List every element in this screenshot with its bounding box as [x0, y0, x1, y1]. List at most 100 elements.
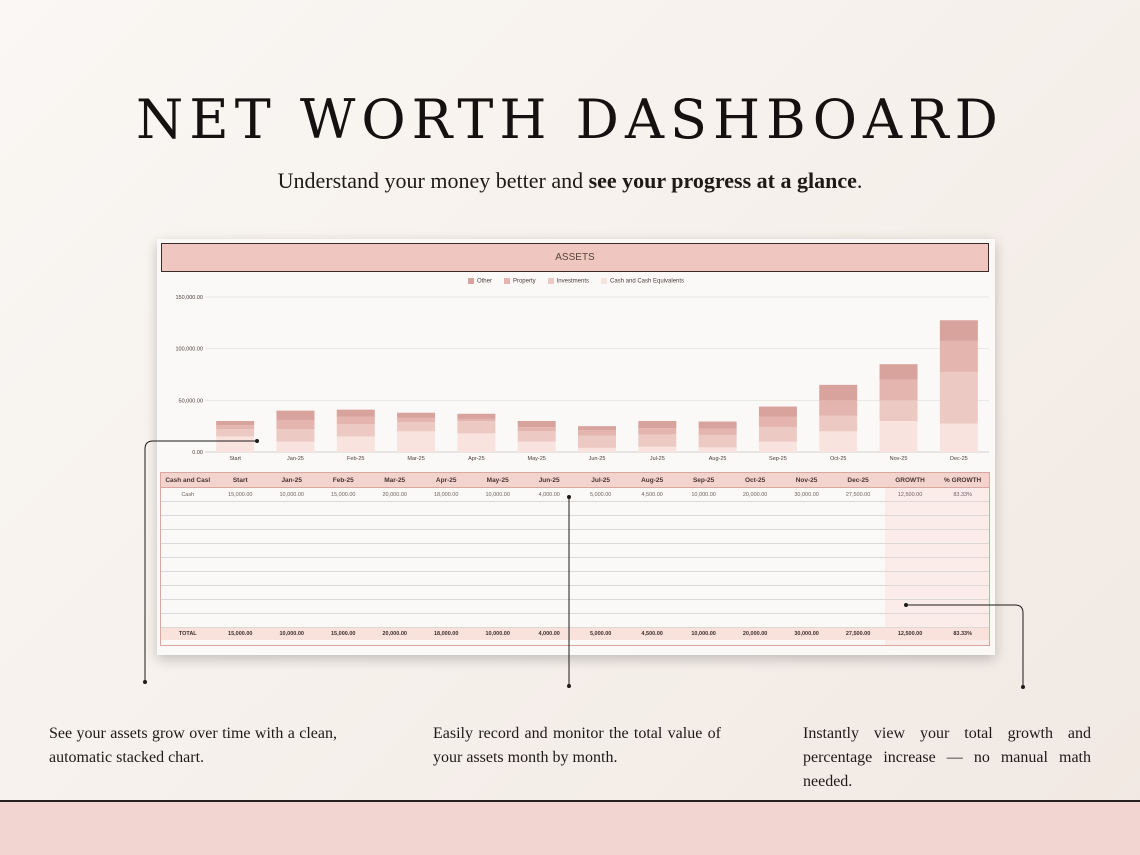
table-cell[interactable] — [420, 529, 472, 544]
table-cell[interactable] — [523, 613, 575, 628]
table-cell[interactable]: 15,000.00 — [214, 627, 266, 640]
table-cell[interactable] — [420, 515, 472, 530]
table-cell[interactable]: 20,000.00 — [729, 627, 781, 640]
table-cell[interactable]: 18,000.00 — [420, 627, 472, 640]
table-cell[interactable] — [729, 529, 781, 544]
table-cell[interactable] — [471, 585, 524, 600]
table-cell[interactable] — [729, 585, 781, 600]
table-cell[interactable] — [368, 543, 421, 558]
table-cell[interactable]: 18,000.00 — [420, 487, 472, 502]
table-cell[interactable] — [523, 557, 575, 572]
table-cell[interactable] — [780, 557, 833, 572]
table-cell[interactable] — [626, 557, 678, 572]
table-cell[interactable] — [677, 599, 730, 614]
table-cell[interactable] — [626, 613, 678, 628]
table-cell[interactable] — [729, 613, 781, 628]
table-cell[interactable] — [420, 585, 472, 600]
table-cell[interactable] — [936, 571, 989, 586]
table-cell[interactable] — [729, 599, 781, 614]
table-cell[interactable] — [677, 557, 730, 572]
table-cell[interactable] — [626, 585, 678, 600]
table-cell[interactable] — [317, 529, 369, 544]
table-cell[interactable] — [214, 585, 266, 600]
table-cell[interactable] — [368, 571, 421, 586]
table-cell[interactable] — [729, 557, 781, 572]
table-cell[interactable] — [214, 515, 266, 530]
table-cell[interactable] — [523, 599, 575, 614]
table-cell[interactable] — [161, 515, 215, 530]
table-cell[interactable] — [832, 557, 884, 572]
table-cell[interactable]: 5,000.00 — [574, 627, 627, 640]
table-cell[interactable] — [626, 599, 678, 614]
table-cell[interactable] — [368, 585, 421, 600]
table-cell[interactable]: 20,000.00 — [729, 487, 781, 502]
table-cell[interactable] — [626, 501, 678, 516]
table-cell[interactable] — [471, 613, 524, 628]
table-cell[interactable] — [420, 543, 472, 558]
table-cell[interactable] — [161, 501, 215, 516]
table-cell[interactable]: 20,000.00 — [368, 487, 421, 502]
table-cell[interactable] — [317, 613, 369, 628]
table-cell[interactable]: 20,000.00 — [368, 627, 421, 640]
table-cell[interactable] — [729, 543, 781, 558]
table-cell[interactable] — [420, 613, 472, 628]
table-cell[interactable] — [626, 543, 678, 558]
table-cell[interactable] — [574, 515, 627, 530]
table-cell[interactable] — [214, 599, 266, 614]
table-cell[interactable] — [214, 543, 266, 558]
table-cell[interactable] — [780, 571, 833, 586]
table-cell[interactable]: 10,000.00 — [471, 487, 524, 502]
table-cell[interactable] — [266, 585, 318, 600]
table-cell[interactable] — [574, 557, 627, 572]
table-cell[interactable] — [677, 585, 730, 600]
table-cell[interactable] — [161, 585, 215, 600]
table-cell[interactable] — [780, 543, 833, 558]
table-cell[interactable] — [471, 599, 524, 614]
table-cell[interactable] — [574, 613, 627, 628]
table-cell[interactable] — [780, 585, 833, 600]
table-cell[interactable] — [214, 529, 266, 544]
table-cell[interactable] — [574, 501, 627, 516]
table-cell[interactable]: 10,000.00 — [677, 627, 730, 640]
table-cell[interactable] — [214, 557, 266, 572]
table-cell[interactable] — [471, 501, 524, 516]
table-cell[interactable] — [677, 571, 730, 586]
table-cell[interactable] — [832, 571, 884, 586]
table-cell[interactable] — [523, 515, 575, 530]
table-cell[interactable] — [523, 543, 575, 558]
table-cell[interactable] — [266, 515, 318, 530]
table-cell[interactable] — [368, 613, 421, 628]
table-cell[interactable] — [317, 543, 369, 558]
table-cell[interactable] — [883, 501, 937, 516]
table-cell[interactable]: 4,000.00 — [523, 487, 575, 502]
table-cell[interactable]: 5,000.00 — [574, 487, 627, 502]
table-cell[interactable] — [883, 599, 937, 614]
table-cell[interactable] — [317, 515, 369, 530]
table-cell[interactable]: Cash — [161, 487, 215, 502]
table-cell[interactable] — [936, 599, 989, 614]
table-cell[interactable] — [368, 599, 421, 614]
table-cell[interactable] — [266, 543, 318, 558]
table-cell[interactable] — [936, 543, 989, 558]
table-cell[interactable] — [883, 557, 937, 572]
table-cell[interactable] — [266, 599, 318, 614]
table-cell[interactable]: 10,000.00 — [266, 627, 318, 640]
table-cell[interactable] — [420, 501, 472, 516]
table-cell[interactable] — [936, 501, 989, 516]
table-cell[interactable] — [729, 571, 781, 586]
table-cell[interactable] — [883, 585, 937, 600]
table-cell[interactable] — [471, 571, 524, 586]
table-cell[interactable]: 4,500.00 — [626, 627, 678, 640]
table-cell[interactable] — [317, 585, 369, 600]
table-cell[interactable] — [780, 599, 833, 614]
table-cell[interactable] — [420, 557, 472, 572]
table-cell[interactable] — [832, 501, 884, 516]
table-cell[interactable] — [214, 571, 266, 586]
table-cell[interactable] — [471, 529, 524, 544]
table-cell[interactable]: 10,000.00 — [266, 487, 318, 502]
table-cell[interactable] — [266, 501, 318, 516]
table-cell[interactable]: 10,000.00 — [471, 627, 524, 640]
table-cell[interactable] — [780, 515, 833, 530]
table-cell[interactable] — [471, 515, 524, 530]
table-cell[interactable] — [368, 557, 421, 572]
